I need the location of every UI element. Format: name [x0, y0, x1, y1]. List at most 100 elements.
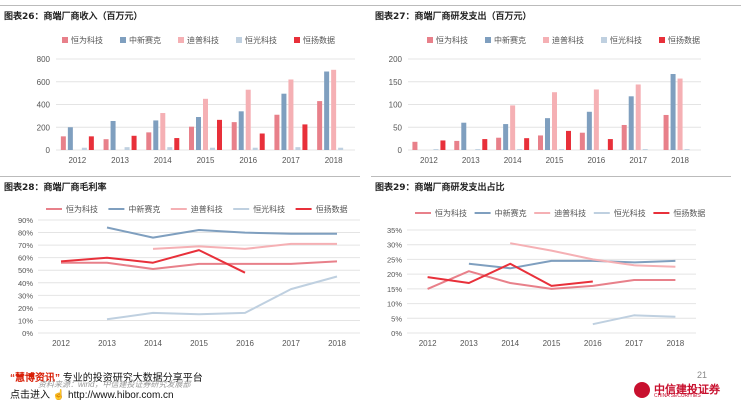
bar-1-1-1	[110, 120, 116, 150]
logo-mark-icon	[634, 382, 650, 398]
legend-swatch-1-0	[62, 37, 68, 43]
y-tick-1-2: 400	[37, 101, 51, 110]
y-tick-1-4: 800	[37, 55, 51, 64]
chart-svg-2: 0 50 100 150 200 2012 2013 2014 2015 2016 2017 2018…	[389, 35, 701, 165]
x-tick-1-6: 2018	[325, 156, 343, 165]
series-line-3-2	[152, 242, 337, 250]
source-note: 资料来源：wind，中信建投证券研究发展部	[38, 380, 191, 389]
bar-2-4-3	[566, 130, 571, 150]
y-tick-4-5: 25%	[387, 255, 402, 264]
footer-tagline: 专业的投资研究大数据分享平台	[60, 373, 203, 384]
legend-label-4-4: 恒扬数据	[673, 208, 705, 218]
series-line-3-4	[60, 249, 246, 274]
x-tick-4-0: 2012	[419, 339, 437, 348]
y-tick-3-6: 60%	[18, 254, 33, 263]
x-tick-2-4: 2016	[587, 156, 605, 165]
x-tick-2-3: 2015	[546, 156, 564, 165]
bar-1-2-4	[245, 89, 251, 150]
y-tick-4-6: 30%	[387, 241, 402, 250]
y-tick-4-2: 10%	[387, 300, 402, 309]
chart-title-3: 图表28：商端厂商毛利率	[4, 183, 107, 193]
bar-2-3-1	[475, 149, 481, 150]
bar-1-0-2	[146, 132, 152, 150]
bar-1-3-0	[81, 147, 87, 150]
footer-link[interactable]: http://www.hibor.com.cn	[68, 390, 174, 401]
bar-1-0-5	[274, 114, 280, 150]
legend-label-3-1: 中新赛克	[128, 204, 160, 214]
series-line-3-1	[106, 226, 337, 239]
y-tick-4-0: 0%	[391, 329, 402, 338]
legend-label-3-2: 迪普科技	[191, 204, 223, 214]
bar-2-2-6	[677, 78, 683, 150]
bar-2-2-3	[552, 92, 557, 150]
y-tick-2-0: 0	[398, 146, 403, 155]
bar-1-1-6	[324, 71, 330, 150]
chart-panel-3: 图表28：商端厂商毛利率 0% 10% 20% 30% 40% 50% 60% 70% 80% 9…	[0, 180, 370, 355]
x-tick-2-2: 2014	[504, 156, 522, 165]
bar-2-3-4	[600, 149, 606, 151]
x-tick-1-5: 2017	[282, 156, 300, 165]
bar-2-1-3	[545, 118, 550, 150]
legend-label-1-0: 恒为科技	[71, 35, 103, 45]
x-tick-3-5: 2017	[282, 339, 300, 348]
series-line-4-3	[592, 314, 676, 326]
x-tick-2-6: 2018	[671, 156, 689, 165]
bar-1-2-6	[331, 69, 337, 150]
x-tick-3-4: 2016	[236, 339, 254, 348]
x-tick-2-0: 2012	[420, 156, 438, 165]
legend-label-1-3: 恒光科技	[245, 35, 277, 45]
y-tick-2-1: 50	[393, 123, 402, 132]
y-tick-3-3: 30%	[18, 291, 33, 300]
legend-label-2-2: 迪普科技	[552, 35, 584, 45]
y-tick-3-0: 0%	[22, 329, 33, 338]
chart-svg-1: 0 200 400 600 800 2012 2013 2014 2015 2016 2017 201…	[37, 35, 355, 165]
x-tick-1-4: 2016	[239, 156, 257, 165]
bar-1-1-2	[153, 120, 159, 150]
bar-1-0-1	[103, 139, 109, 150]
chart-title-1: 图表26：商端厂商收入（百万元）	[4, 12, 143, 22]
bar-1-4-3	[217, 119, 222, 150]
y-tick-4-1: 5%	[391, 314, 402, 323]
bar-2-1-4	[586, 111, 592, 150]
bar-2-2-4	[593, 89, 599, 150]
y-tick-2-2: 100	[389, 101, 403, 110]
bar-2-4-2	[524, 138, 530, 150]
bar-2-2-2	[510, 105, 516, 150]
bar-1-3-5	[295, 147, 301, 150]
legend-swatch-1-2	[178, 37, 184, 43]
logo-en-text: CHINA SECURITIES	[654, 393, 701, 399]
bar-2-0-1	[454, 140, 460, 150]
bar-2-0-6	[663, 114, 669, 150]
chart-title-4: 图表29：商端厂商研发支出占比	[375, 183, 505, 193]
bar-2-0-3	[538, 135, 543, 150]
chart-panel-1: 图表26：商端厂商收入（百万元） 0 200 400 600 800 2012 2013 20…	[0, 9, 370, 174]
page-number: 21	[697, 370, 708, 380]
x-tick-3-0: 2012	[52, 339, 70, 348]
series-line-4-1	[468, 259, 676, 270]
bar-1-1-0	[67, 127, 73, 150]
x-tick-3-2: 2014	[144, 339, 162, 348]
legend-swatch-2-4	[659, 37, 665, 43]
legend-swatch-2-2	[543, 37, 549, 43]
legend-label-2-4: 恒扬数据	[668, 35, 700, 45]
y-tick-2-3: 150	[389, 78, 403, 87]
hand-pointer-icon: ☝	[52, 390, 66, 401]
bar-2-0-0	[412, 141, 418, 150]
y-tick-3-1: 10%	[18, 316, 33, 325]
y-tick-3-7: 70%	[18, 241, 33, 250]
legend-label-3-0: 恒为科技	[66, 204, 98, 214]
company-logo: 中信建投证券 CHINA SECURITIES	[634, 380, 739, 400]
bar-1-3-3	[210, 147, 215, 150]
series-line-4-0	[427, 270, 676, 290]
bar-2-3-2	[517, 149, 523, 150]
bar-2-4-0	[440, 140, 446, 150]
chart-svg-3: 0% 10% 20% 30% 40% 50% 60% 70% 80% 90% 2012 2013 201…	[18, 204, 360, 348]
bar-2-4-4	[607, 139, 613, 150]
legend-label-2-1: 中新赛克	[494, 35, 526, 45]
bar-2-0-5	[621, 124, 627, 150]
legend-label-2-3: 恒光科技	[610, 35, 642, 45]
chart-title-2: 图表27：商端厂商研发支出（百万元）	[375, 12, 532, 22]
legend-label-2-0: 恒为科技	[436, 35, 468, 45]
mid-rule-right	[371, 176, 731, 177]
x-tick-4-1: 2013	[460, 339, 478, 348]
